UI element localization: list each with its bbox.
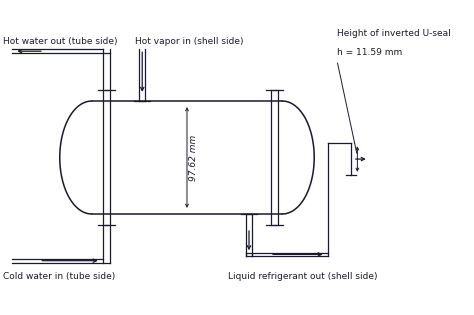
Text: h = 11.59 mm: h = 11.59 mm [337, 48, 402, 57]
Text: Height of inverted U-seal: Height of inverted U-seal [337, 29, 451, 38]
Text: Cold water in (tube side): Cold water in (tube side) [3, 272, 115, 281]
Text: 97.62 mm: 97.62 mm [189, 135, 198, 180]
Text: Hot water out (tube side): Hot water out (tube side) [3, 37, 118, 46]
Text: Hot vapor in (shell side): Hot vapor in (shell side) [135, 37, 243, 46]
Text: Liquid refrigerant out (shell side): Liquid refrigerant out (shell side) [228, 272, 377, 281]
